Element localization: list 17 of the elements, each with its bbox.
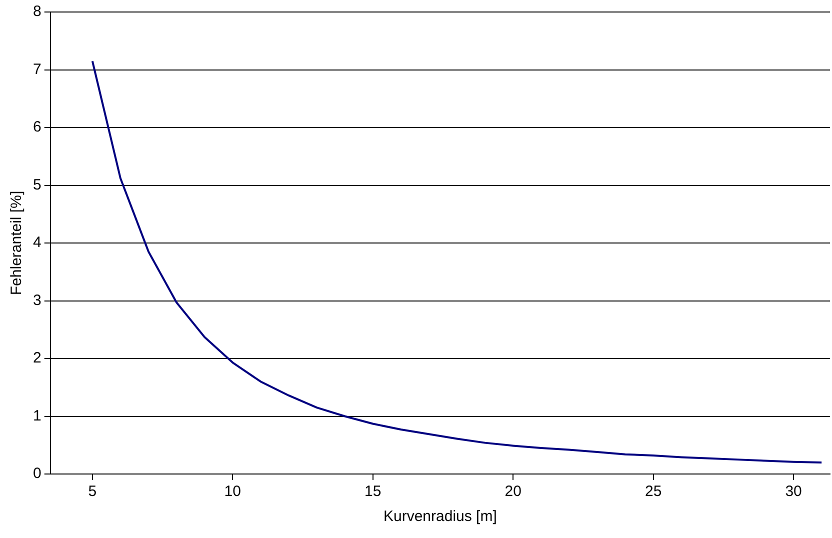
y-tick-label: 3 bbox=[33, 292, 42, 309]
y-tick-label: 8 bbox=[33, 3, 42, 20]
y-tick-label: 4 bbox=[33, 234, 42, 252]
y-tick-label: 6 bbox=[33, 118, 42, 136]
y-tick-label: 1 bbox=[33, 407, 42, 424]
x-tick-label: 15 bbox=[364, 483, 382, 500]
y-tick-label: 5 bbox=[33, 176, 42, 194]
x-tick-label: 20 bbox=[504, 483, 522, 500]
x-tick-label: 5 bbox=[88, 483, 97, 500]
x-tick-label: 30 bbox=[785, 483, 802, 500]
x-axis-title: Kurvenradius [m] bbox=[383, 508, 497, 526]
x-tick-label: 10 bbox=[224, 483, 241, 500]
y-tick-label: 7 bbox=[33, 60, 42, 78]
y-tick-label: 2 bbox=[33, 350, 42, 367]
y-axis-title: Fehleranteil [%] bbox=[8, 190, 26, 296]
y-tick-label: 0 bbox=[33, 465, 42, 482]
x-tick-label: 25 bbox=[644, 483, 662, 500]
